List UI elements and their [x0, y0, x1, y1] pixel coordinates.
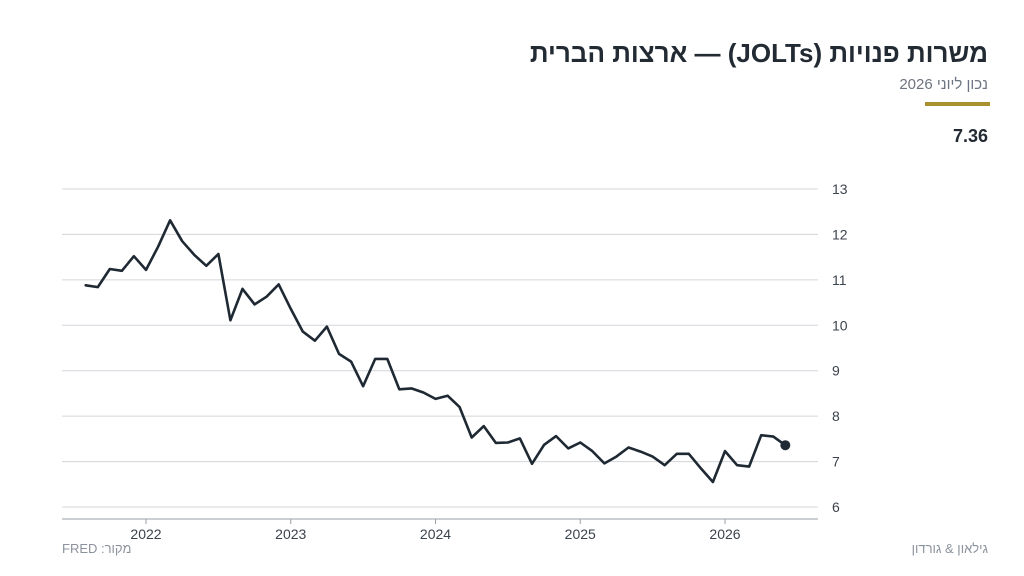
series-layer [84, 219, 791, 484]
y-tick-label-8: 8 [832, 408, 840, 424]
y-tick-label-12: 12 [832, 226, 848, 242]
y-tick-label-9: 9 [832, 363, 840, 379]
y-tick-label-7: 7 [832, 454, 840, 470]
series-line-0 [84, 219, 787, 484]
x-tick-label-2026: 2026 [709, 526, 740, 542]
y-tick-label-13: 13 [832, 181, 848, 197]
chart-title: משרות פנויות (JOLTs) — ארצות הברית [529, 38, 988, 68]
y-tick-label-10: 10 [832, 317, 848, 333]
y-tick-label-6: 6 [832, 499, 840, 515]
x-tick-label-2023: 2023 [275, 526, 306, 542]
accent-divider [925, 102, 990, 106]
x-tick-label-2025: 2025 [565, 526, 596, 542]
brand-credit: גילאון & גורדון [911, 541, 988, 556]
axis-layer: 6 7 8 9 10 11 12 13 2022 2023 2024 2025 2026 [62, 181, 848, 542]
chart-subtitle: נכון ליוני 2026 [899, 76, 988, 93]
x-tick-label-2022: 2022 [130, 526, 161, 542]
x-tick-label-2024: 2024 [420, 526, 451, 542]
latest-value: 7.36 [952, 126, 988, 146]
grid-layer [62, 188, 818, 508]
source-note: מקור: FRED [62, 541, 132, 556]
y-tick-label-11: 11 [832, 272, 847, 288]
chart-header: משרות פנויות (JOLTs) — ארצות הברית נכון … [530, 36, 988, 94]
last-point-marker [780, 440, 791, 451]
